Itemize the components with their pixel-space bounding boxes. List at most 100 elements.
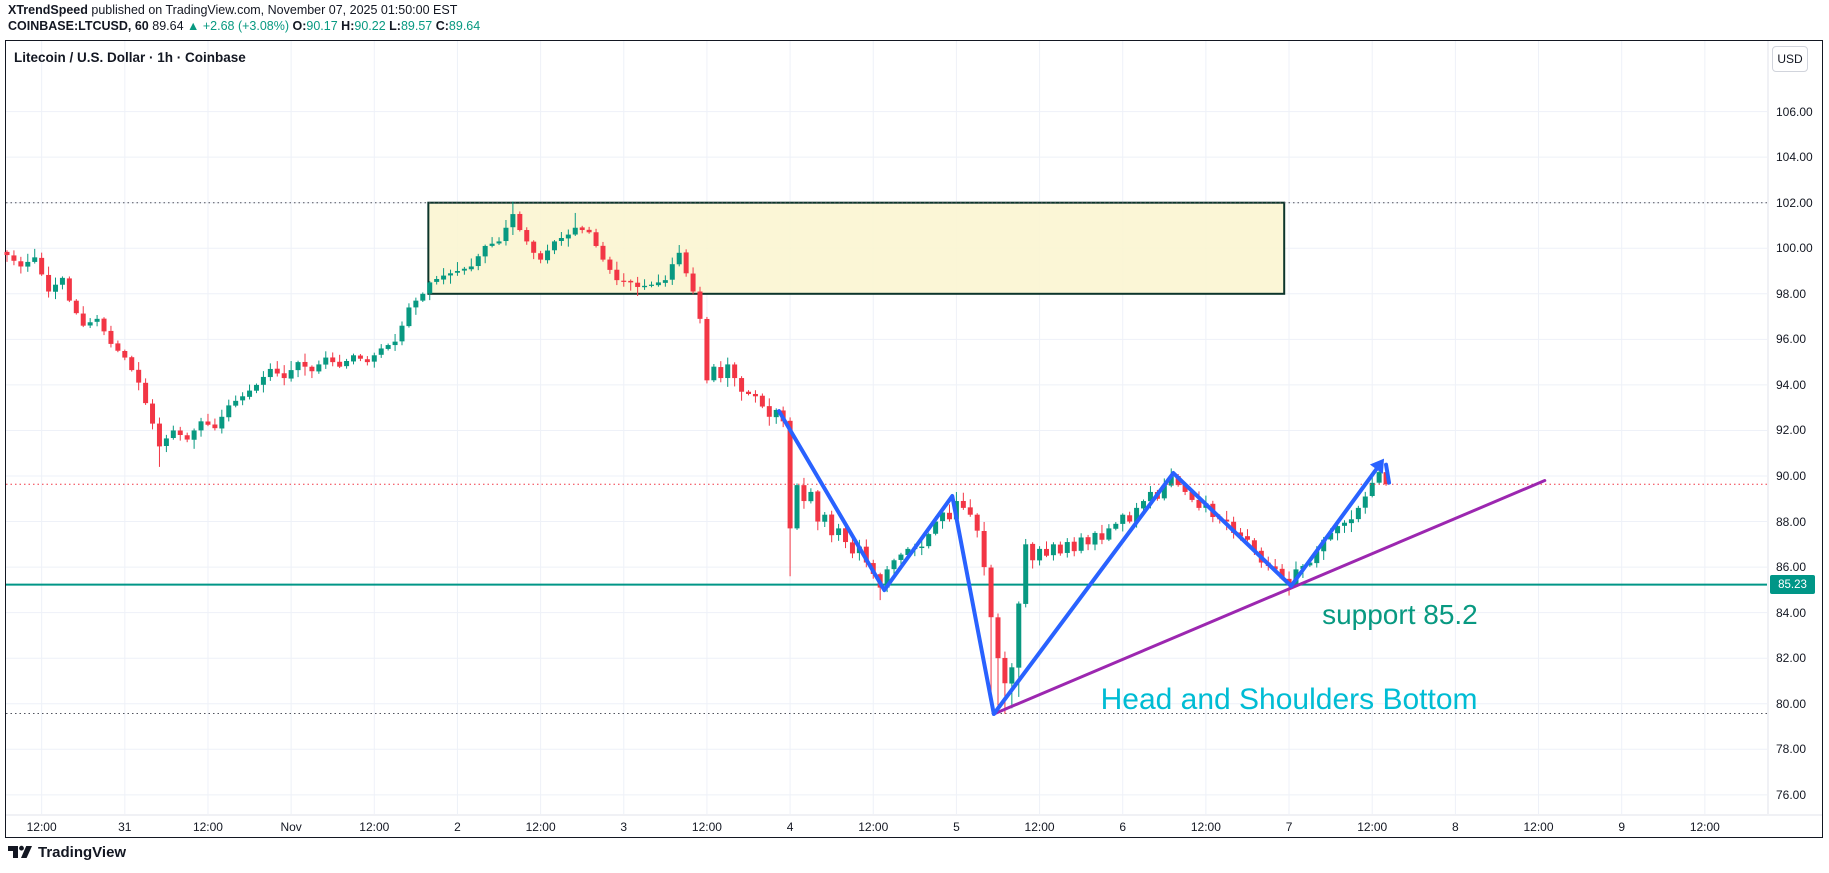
time-tick-label: 2 [454,820,461,834]
candle-body [1147,491,1153,502]
candle-body [551,241,557,251]
low-value: 89.57 [400,19,433,33]
time-tick-label: 7 [1285,820,1293,834]
candle-body [704,318,710,381]
candle-body [357,355,363,359]
candle-body [1307,562,1313,566]
candle-body [316,364,322,372]
time-tick-label: 3 [620,820,628,834]
candle-body [288,370,294,379]
candle-body [545,250,551,261]
candle-body [1369,482,1375,496]
candle-body [1016,603,1022,668]
resistance-zone-box[interactable] [427,201,1286,295]
candle-body [1050,544,1056,556]
candle-body [600,245,606,260]
high-value: 90.22 [354,19,386,33]
close-value: 89.64 [448,19,481,33]
candle-body [517,213,523,231]
candle-body [1023,544,1029,604]
candle-body [11,255,17,261]
tradingview-logo[interactable]: TradingView [8,843,126,861]
candle-body [607,259,613,270]
candle-body [378,348,384,355]
candle-body [1238,532,1244,537]
candle-body [843,528,849,543]
price-tick-label: 94.00 [1776,377,1807,392]
candle-body [1341,522,1347,526]
candle-body [746,391,752,395]
candle-body [489,243,495,246]
candle-body [163,438,169,447]
price-tick-label: 96.00 [1776,332,1807,347]
trend-line[interactable] [992,479,1547,716]
author-name: XTrendSpeed [8,3,88,17]
candle-body [87,322,93,326]
support-annotation-text[interactable]: support 85.2 [1322,598,1478,630]
candle-body [829,514,835,536]
time-tick-label: 31 [118,820,132,834]
candle-body [718,367,724,379]
candle-body [919,546,925,549]
time-tick-label: 9 [1618,820,1626,834]
candle-body [946,512,952,520]
candle-body [1134,507,1140,522]
candle-body [143,382,149,404]
candle-body [752,393,758,397]
candle-body [1362,496,1368,508]
candle-body [406,307,412,327]
candle-body [815,491,821,522]
candle-body [4,251,10,256]
candle-body [191,430,197,440]
candles [4,201,1389,714]
symbol-info-line: COINBASE:LTCUSD, 60 89.64 ▲ +2.68 (+3.08… [8,19,480,34]
price-tick-label: 78.00 [1776,742,1807,757]
candle-body [676,252,682,265]
candle-body [1355,507,1361,520]
candle-body [281,373,287,379]
close-label: C: [435,19,449,33]
candle-body [59,277,65,285]
time-tick-label: 12:00 [1190,820,1221,834]
candle-body [1383,472,1389,485]
time-tick-label: 12:00 [26,820,57,834]
candle-body [1161,485,1167,499]
candle-body [1071,541,1077,552]
candle-body [267,368,273,378]
candle-body [635,282,641,287]
candle-body [25,261,31,267]
time-tick-label: 12:00 [192,820,223,834]
candle-body [836,528,842,536]
candle-body [219,416,225,429]
candle-body [136,369,142,383]
candle-body [18,261,24,267]
candle-body [683,252,689,274]
candle-body [940,512,946,522]
candle-body [725,364,731,379]
candle-body [1078,537,1084,551]
candle-body [621,280,627,282]
candle-body [1113,523,1119,529]
price-tick-label: 92.00 [1776,423,1807,438]
candle-body [150,403,156,424]
candle-body [399,325,405,342]
candle-body [205,421,211,425]
candle-body [503,227,509,242]
candle-body [1328,532,1334,540]
candle-body [351,355,356,362]
candle-body [101,318,107,332]
candle-body [524,230,530,242]
candle-body [565,234,571,239]
hs-pattern-line[interactable] [777,409,1379,716]
candle-body [122,351,128,358]
candle-body [53,284,59,292]
candle-body [794,485,800,529]
candle-body [1251,540,1257,552]
candle-body [531,241,537,253]
pattern-annotation-text[interactable]: Head and Shoulders Bottom [1100,683,1478,717]
candle-body [337,361,343,367]
candle-body [808,491,814,502]
price-tick-label: 82.00 [1776,651,1807,666]
candle-body [364,359,370,363]
